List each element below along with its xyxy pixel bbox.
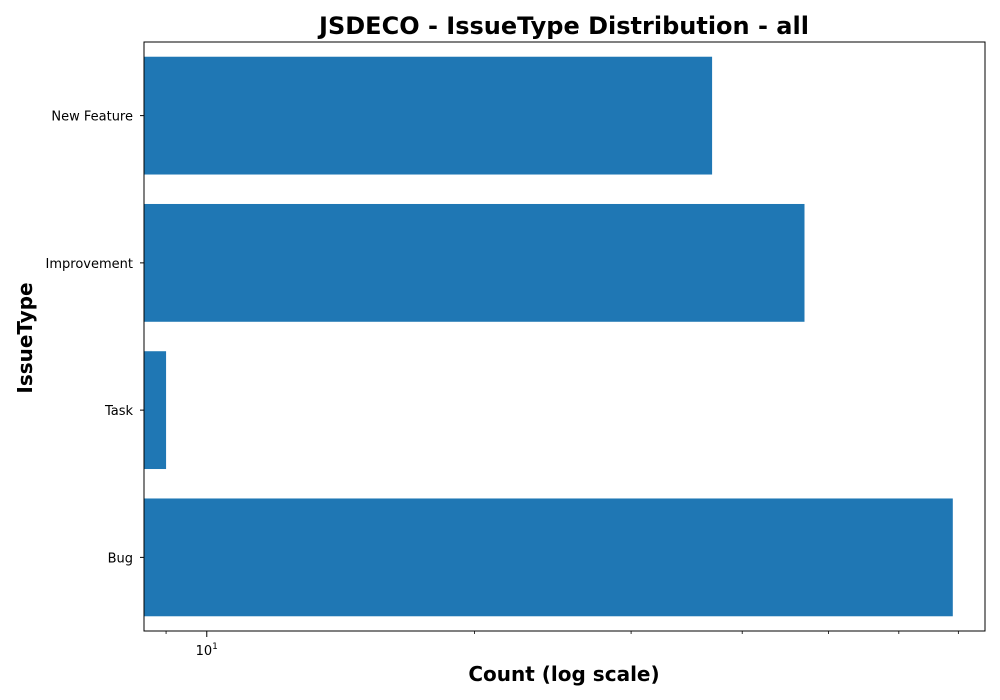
plot-frame [143, 41, 986, 632]
bar-new-feature [144, 56, 713, 175]
bars-group [144, 56, 953, 617]
y-tick-label: New Feature [51, 110, 133, 125]
y-tick-label: Bug [108, 551, 133, 566]
bar-bug [144, 498, 953, 617]
chart-title: JSDECO - IssueType Distribution - all [317, 12, 809, 40]
bar-task [144, 351, 167, 470]
y-ticks-group: Bug Task Improvement New Feature [46, 110, 144, 566]
y-tick-label: Improvement [46, 257, 133, 272]
x-tick-exponent: 1 [212, 642, 218, 652]
y-axis-label: IssueType [13, 282, 37, 393]
bar-improvement [144, 203, 805, 322]
x-axis-label: Count (log scale) [468, 662, 659, 686]
x-tick-base: 10 [196, 644, 213, 659]
x-tick-label: 101 [196, 642, 218, 659]
x-ticks-group: 101 [165, 631, 959, 659]
y-tick-label: Task [104, 404, 134, 419]
